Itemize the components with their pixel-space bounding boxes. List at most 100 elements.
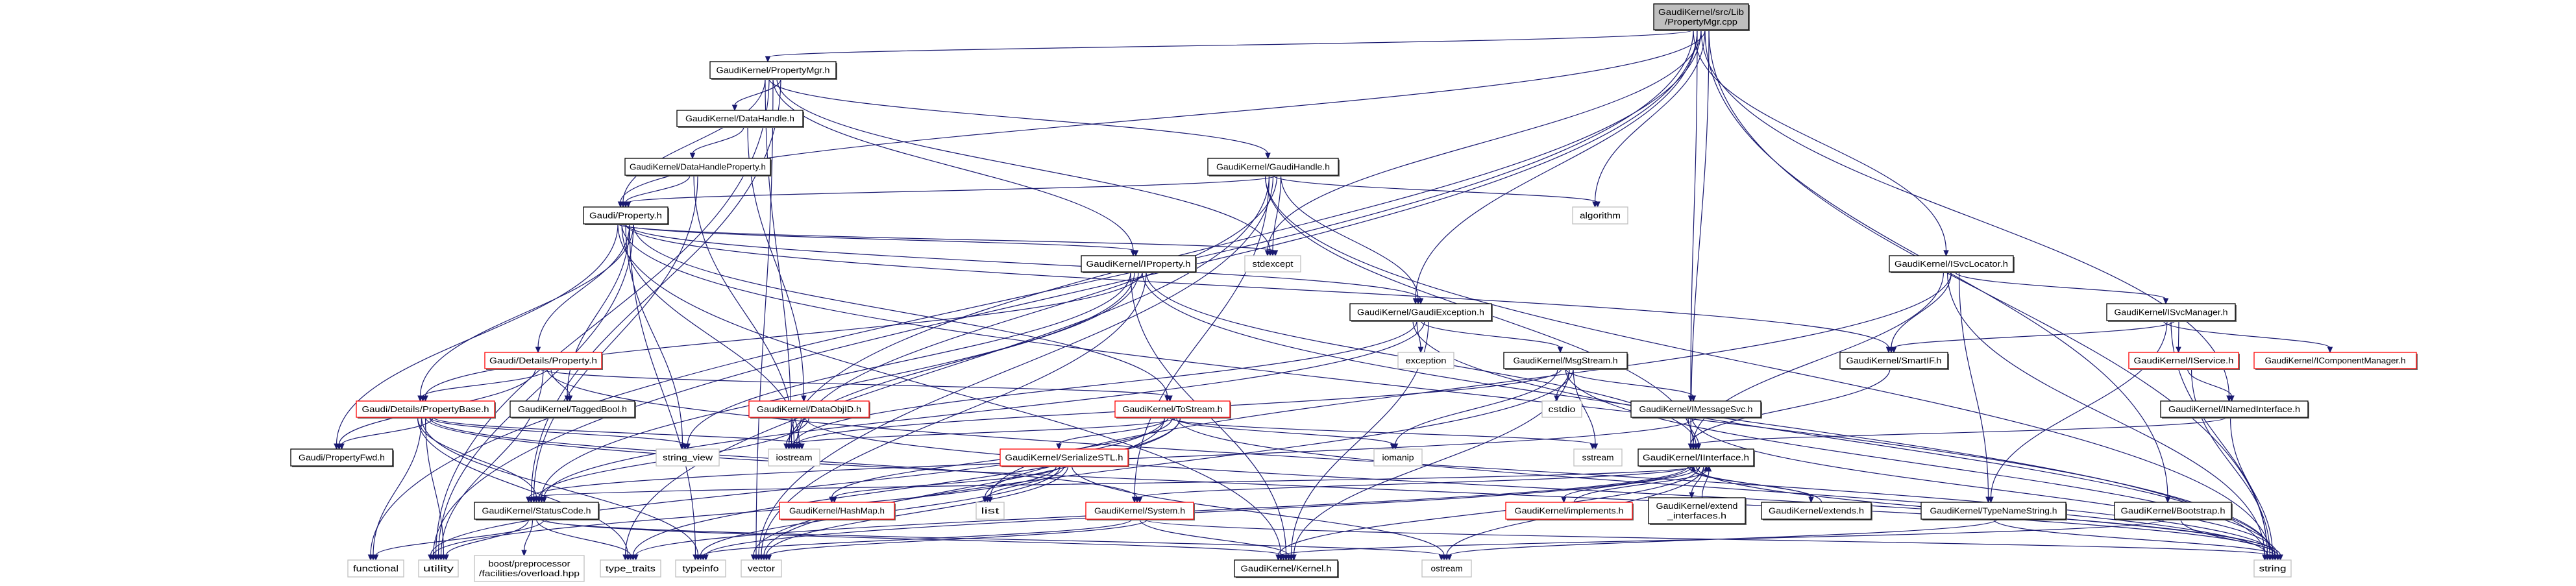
node-IComponentManager[interactable]: GaudiKernel/IComponentManager.h (2253, 352, 2418, 370)
node-GaudiProperty[interactable]: Gaudi/Property.h (583, 206, 669, 225)
node-string_view[interactable]: string_view (656, 448, 720, 467)
node-box[interactable] (1653, 3, 1749, 31)
node-box[interactable] (1638, 448, 1754, 467)
node-iomanip[interactable]: iomanip (1373, 448, 1423, 467)
node-box[interactable] (474, 555, 585, 582)
node-INamedInterface[interactable]: GaudiKernel/INamedInterface.h (2160, 400, 2309, 419)
node-System[interactable]: GaudiKernel/System.h (1085, 502, 1195, 520)
node-box[interactable] (1920, 502, 2067, 520)
node-box[interactable] (1085, 502, 1194, 520)
node-sstream[interactable]: sstream (1573, 448, 1623, 467)
node-box[interactable] (2114, 502, 2232, 520)
node-utility[interactable]: utility (418, 559, 459, 578)
node-GaudiHandle[interactable]: GaudiKernel/GaudiHandle.h (1207, 158, 1340, 177)
node-vector[interactable]: vector (741, 559, 782, 578)
node-iostream[interactable]: iostream (768, 448, 820, 467)
node-box[interactable] (2128, 352, 2239, 369)
node-box[interactable] (484, 352, 602, 369)
node-stdexcept[interactable]: stdexcept (1244, 255, 1301, 273)
node-box[interactable] (1839, 352, 1948, 369)
node-IService[interactable]: GaudiKernel/IService.h (2128, 352, 2240, 370)
node-box[interactable] (1505, 502, 1633, 520)
node-box[interactable] (474, 502, 599, 520)
node-box[interactable] (583, 206, 669, 225)
node-functional[interactable]: functional (347, 559, 404, 578)
node-box[interactable] (1889, 255, 2014, 273)
node-box[interactable] (347, 559, 404, 578)
node-box[interactable] (1573, 448, 1623, 467)
node-box[interactable] (741, 559, 782, 578)
node-box[interactable] (1761, 502, 1872, 520)
node-box[interactable] (1373, 448, 1423, 467)
node-IProperty[interactable]: GaudiKernel/IProperty.h (1081, 255, 1197, 273)
node-DataHandleProperty[interactable]: GaudiKernel/DataHandleProperty.h (624, 158, 772, 177)
node-DetailsProperty[interactable]: Gaudi/Details/Property.h (484, 352, 603, 370)
node-IMessageSvc[interactable]: GaudiKernel/IMessageSvc.h (1630, 400, 1762, 419)
node-box[interactable] (1397, 352, 1454, 369)
node-PropertyFwd[interactable]: Gaudi/PropertyFwd.h (290, 448, 394, 467)
node-box[interactable] (1503, 352, 1628, 369)
node-typeinfo[interactable]: typeinfo (675, 559, 726, 578)
node-TypeNameString[interactable]: GaudiKernel/TypeNameString.h (1920, 502, 2067, 520)
node-box[interactable] (709, 61, 837, 79)
node-list[interactable]: list (975, 502, 1005, 520)
node-TaggedBool[interactable]: GaudiKernel/TaggedBool.h (509, 400, 636, 419)
node-extend_interfaces[interactable]: GaudiKernel/extend_interfaces.h (1648, 497, 1747, 525)
node-cstdio[interactable]: cstdio (1541, 400, 1582, 418)
node-box[interactable] (1648, 497, 1746, 524)
node-box[interactable] (676, 110, 803, 127)
node-box[interactable] (1541, 400, 1582, 418)
node-type_traits[interactable]: type_traits (600, 559, 661, 578)
node-box[interactable] (290, 448, 393, 467)
node-ISvcLocator[interactable]: GaudiKernel/ISvcLocator.h (1889, 255, 2015, 273)
node-box[interactable] (2253, 352, 2417, 369)
node-IInterface[interactable]: GaudiKernel/IInterface.h (1638, 448, 1755, 467)
node-root[interactable]: GaudiKernel/src/Lib/PropertyMgr.cpp (1653, 3, 1750, 31)
node-box[interactable] (1207, 158, 1339, 176)
node-box[interactable] (1081, 255, 1196, 273)
node-ToStream[interactable]: GaudiKernel/ToStream.h (1114, 400, 1231, 419)
node-GaudiException[interactable]: GaudiKernel/GaudiException.h (1349, 303, 1493, 322)
node-box[interactable] (1630, 400, 1761, 418)
node-box[interactable] (418, 559, 459, 578)
node-SerializeSTL[interactable]: GaudiKernel/SerializeSTL.h (1000, 448, 1129, 467)
node-PropertyBase[interactable]: Gaudi/Details/PropertyBase.h (356, 400, 496, 419)
node-string[interactable]: string (2253, 559, 2292, 578)
node-box[interactable] (1234, 559, 1338, 578)
node-HashMap[interactable]: GaudiKernel/HashMap.h (779, 502, 896, 520)
node-box[interactable] (1349, 303, 1492, 321)
node-box[interactable] (2253, 559, 2292, 578)
node-box[interactable] (1421, 559, 1472, 578)
node-boost[interactable]: boost/preprocessor/facilities/overload.h… (474, 555, 585, 582)
node-box[interactable] (624, 158, 771, 176)
node-Bootstrap[interactable]: GaudiKernel/Bootstrap.h (2114, 502, 2233, 520)
node-StatusCode[interactable]: GaudiKernel/StatusCode.h (474, 502, 600, 520)
node-algorithm[interactable]: algorithm (1572, 206, 1628, 225)
node-ostream[interactable]: ostream (1421, 559, 1472, 578)
node-exception[interactable]: exception (1397, 352, 1454, 369)
node-SmartIF[interactable]: GaudiKernel/SmartIF.h (1839, 352, 1949, 370)
node-box[interactable] (1244, 255, 1301, 273)
node-box[interactable] (2160, 400, 2309, 418)
node-box[interactable] (1572, 206, 1628, 225)
node-box[interactable] (1114, 400, 1231, 418)
node-DataObjID[interactable]: GaudiKernel/DataObjID.h (748, 400, 870, 419)
node-extends[interactable]: GaudiKernel/extends.h (1761, 502, 1872, 520)
node-box[interactable] (356, 400, 495, 418)
node-box[interactable] (975, 502, 1005, 520)
node-box[interactable] (600, 559, 661, 578)
node-box[interactable] (1000, 448, 1129, 467)
node-box[interactable] (675, 559, 726, 578)
node-implements[interactable]: GaudiKernel/implements.h (1505, 502, 1634, 520)
node-DataHandle[interactable]: GaudiKernel/DataHandle.h (676, 110, 804, 128)
node-box[interactable] (768, 448, 820, 467)
node-box[interactable] (509, 400, 635, 418)
node-box[interactable] (779, 502, 895, 520)
node-box[interactable] (748, 400, 870, 418)
node-Kernel[interactable]: GaudiKernel/Kernel.h (1234, 559, 1339, 578)
node-PropertyMgr[interactable]: GaudiKernel/PropertyMgr.h (709, 61, 837, 80)
node-MsgStream[interactable]: GaudiKernel/MsgStream.h (1503, 352, 1628, 370)
node-box[interactable] (2106, 303, 2236, 321)
node-box[interactable] (656, 448, 720, 467)
node-ISvcManager[interactable]: GaudiKernel/ISvcManager.h (2106, 303, 2237, 322)
